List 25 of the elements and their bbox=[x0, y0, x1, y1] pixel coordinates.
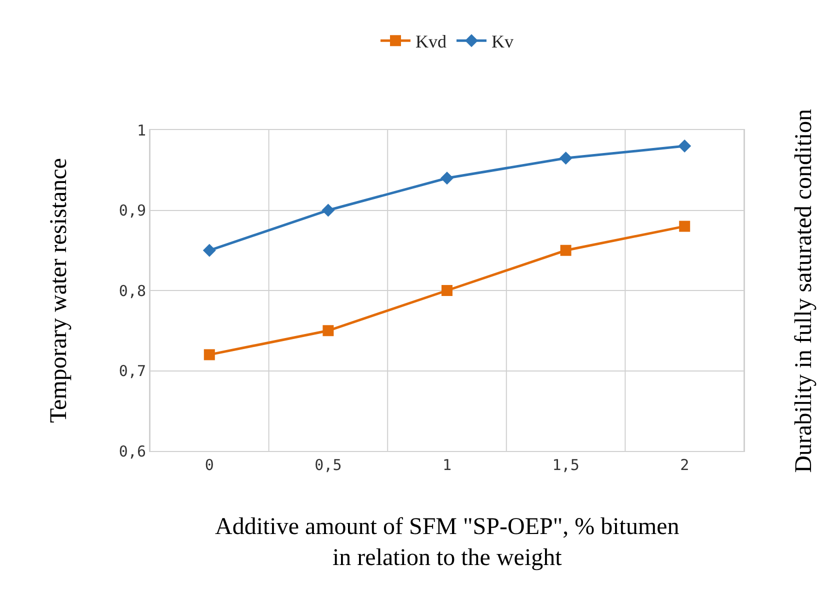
x-tick-label: 2 bbox=[680, 456, 690, 474]
x-tick-label: 1,5 bbox=[552, 456, 580, 474]
point bbox=[440, 172, 454, 185]
point bbox=[559, 152, 572, 165]
y-tick-label: 1 bbox=[136, 121, 146, 140]
y2-axis-title: Durability in fully saturated condition bbox=[790, 108, 817, 473]
y-tick-label: 0,9 bbox=[118, 202, 146, 220]
y-tick-label: 0,7 bbox=[118, 362, 146, 380]
y-axis-title: Temporary water resistance bbox=[46, 158, 72, 423]
point bbox=[204, 349, 215, 360]
point bbox=[679, 220, 690, 232]
y-tick-label: 0,6 bbox=[118, 442, 146, 460]
legend-label: Kv bbox=[492, 32, 514, 52]
x-tick-label: 1 bbox=[442, 456, 452, 474]
y-tick-label: 0,8 bbox=[118, 282, 146, 300]
point bbox=[442, 285, 452, 296]
point bbox=[202, 244, 216, 257]
x-axis-title: Additive amount of SFM "SP-OEP", % bitumen in relation to the weight bbox=[215, 514, 680, 572]
point bbox=[322, 204, 335, 217]
x-tick-label: 0,5 bbox=[314, 456, 342, 474]
x-tick-label: 0 bbox=[204, 456, 214, 474]
legend-label: Kvd bbox=[416, 32, 446, 52]
point bbox=[322, 325, 334, 336]
point bbox=[560, 244, 572, 256]
point bbox=[678, 140, 692, 153]
